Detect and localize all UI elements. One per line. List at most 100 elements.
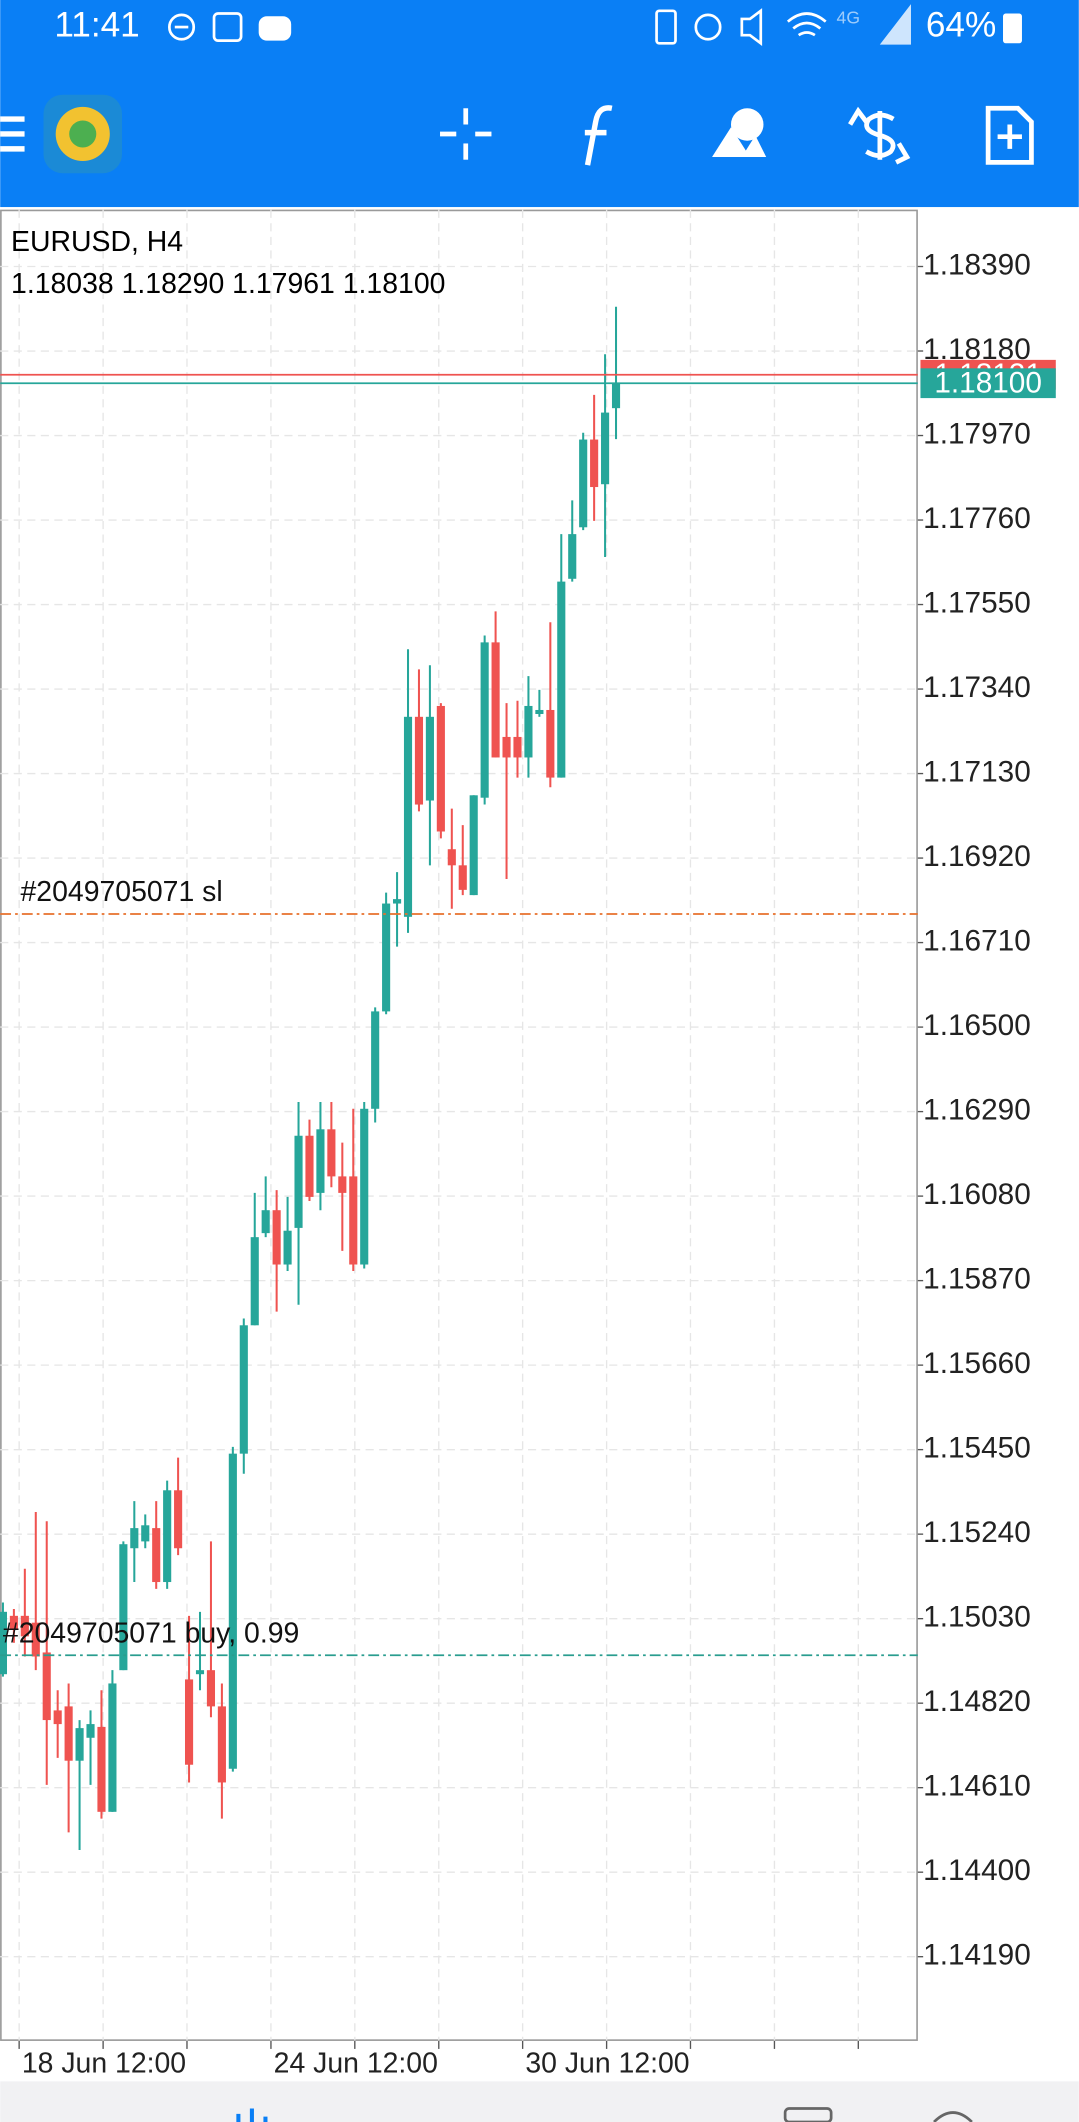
candle-body bbox=[425, 716, 434, 801]
price-level-label: #2049705071 sl bbox=[21, 876, 223, 908]
candle-body bbox=[316, 1129, 325, 1193]
y-tick-label: 1.16290 bbox=[923, 1093, 1031, 1126]
candle-body bbox=[75, 1728, 84, 1761]
candle-body bbox=[601, 412, 610, 485]
candle-body bbox=[174, 1490, 183, 1549]
x-tick-label: 18 Jun 12:00 bbox=[22, 2048, 186, 2080]
candle-body bbox=[513, 736, 522, 758]
candle-body bbox=[9, 1615, 18, 1630]
y-tick-label: 1.16500 bbox=[923, 1009, 1031, 1042]
battery-icon bbox=[1003, 13, 1022, 44]
candle-body bbox=[86, 1724, 95, 1738]
candle-body bbox=[393, 899, 402, 904]
candle-body bbox=[261, 1210, 270, 1234]
candle-body bbox=[250, 1237, 259, 1326]
candle-body bbox=[327, 1129, 336, 1177]
objects-button[interactable] bbox=[712, 108, 767, 157]
y-tick-label: 1.14820 bbox=[923, 1685, 1031, 1718]
candle-body bbox=[546, 709, 555, 778]
candle-body bbox=[491, 642, 500, 758]
y-tick-label: 1.17760 bbox=[923, 502, 1031, 535]
candle-body bbox=[108, 1683, 117, 1812]
chart-title: EURUSD, H4 bbox=[11, 226, 183, 258]
y-tick-label: 1.16920 bbox=[923, 840, 1031, 873]
y-tick-label: 1.17970 bbox=[923, 417, 1031, 450]
candle-body bbox=[305, 1135, 314, 1197]
app-bar bbox=[0, 0, 1079, 208]
y-tick-label: 1.14610 bbox=[923, 1770, 1031, 1803]
candle-body bbox=[414, 716, 424, 805]
candle-body bbox=[31, 1622, 40, 1657]
y-tick-label: 1.15660 bbox=[923, 1347, 1031, 1380]
y-tick-label: 1.17130 bbox=[923, 755, 1031, 788]
y-tick-label: 1.18390 bbox=[923, 248, 1031, 281]
candle-body bbox=[141, 1525, 150, 1542]
candle-body bbox=[206, 1670, 216, 1707]
bid-box bbox=[920, 368, 1056, 399]
candle-body bbox=[195, 1670, 205, 1675]
candle-body bbox=[611, 383, 621, 409]
chart: 1.183901.181801.179701.177601.175501.173… bbox=[0, 209, 1056, 2080]
candle-body bbox=[458, 865, 467, 890]
nav-icon[interactable] bbox=[933, 2111, 973, 2122]
bottom-nav bbox=[0, 2081, 1079, 2122]
candle-body bbox=[568, 534, 577, 579]
candle-body bbox=[502, 736, 511, 758]
plot-area bbox=[0, 209, 918, 2041]
candle-body bbox=[163, 1490, 172, 1583]
candle-body bbox=[0, 1611, 8, 1675]
y-tick-label: 1.14190 bbox=[923, 1939, 1031, 1972]
candle-body bbox=[469, 795, 478, 896]
trade-button[interactable] bbox=[848, 106, 911, 165]
y-tick-label: 1.15450 bbox=[923, 1431, 1031, 1464]
new-order-button[interactable] bbox=[985, 105, 1034, 165]
candle-body bbox=[97, 1726, 106, 1812]
bid-label: 1.18100 bbox=[934, 366, 1042, 399]
candle-body bbox=[371, 1011, 380, 1109]
y-tick-label: 1.17340 bbox=[923, 671, 1031, 704]
y-tick-label: 1.14400 bbox=[923, 1854, 1031, 1887]
candle-body bbox=[338, 1176, 347, 1193]
y-tick-label: 1.15870 bbox=[923, 1262, 1031, 1295]
indicators-button[interactable] bbox=[584, 105, 613, 166]
network-type: 4G bbox=[837, 8, 860, 28]
nav-icon-active[interactable] bbox=[236, 2108, 268, 2122]
candle-body bbox=[535, 709, 544, 715]
price-level-label: #2049705071 buy, 0.99 bbox=[3, 1617, 299, 1649]
candle-body bbox=[524, 705, 533, 758]
y-tick-label: 1.15030 bbox=[923, 1601, 1031, 1634]
candle-body bbox=[20, 1615, 29, 1637]
crosshair-button[interactable] bbox=[440, 108, 492, 160]
candle-body bbox=[436, 705, 445, 832]
candle-body bbox=[184, 1679, 194, 1765]
chart-ohlc: 1.18038 1.18290 1.17961 1.18100 bbox=[11, 268, 445, 300]
candle-body bbox=[294, 1135, 303, 1228]
candle-body bbox=[228, 1453, 237, 1769]
candle-body bbox=[272, 1210, 281, 1265]
candle-body bbox=[349, 1176, 358, 1265]
y-tick-label: 1.16080 bbox=[923, 1178, 1031, 1211]
candle-body bbox=[64, 1706, 73, 1761]
nav-icon[interactable] bbox=[783, 2107, 833, 2122]
candle-body bbox=[152, 1528, 161, 1583]
menu-button[interactable] bbox=[0, 116, 25, 152]
y-tick-label: 1.17550 bbox=[923, 586, 1031, 619]
candle-body bbox=[590, 439, 599, 488]
candle-body bbox=[557, 581, 566, 778]
candle-body bbox=[119, 1544, 128, 1671]
candle-body bbox=[42, 1652, 51, 1721]
y-tick-label: 1.16710 bbox=[923, 924, 1031, 957]
candle-body bbox=[130, 1528, 139, 1549]
status-icons bbox=[168, 4, 911, 47]
candle-body bbox=[217, 1706, 226, 1783]
candle-body bbox=[480, 642, 489, 798]
candle-body bbox=[579, 439, 588, 528]
candle-body bbox=[403, 716, 413, 917]
status-time: 11:41 bbox=[54, 5, 139, 44]
candle-body bbox=[382, 903, 391, 1012]
candle-body bbox=[53, 1710, 62, 1725]
status-battery: 64% bbox=[926, 5, 996, 44]
app-logo-core bbox=[69, 120, 97, 148]
x-tick-label: 24 Jun 12:00 bbox=[274, 2048, 438, 2080]
